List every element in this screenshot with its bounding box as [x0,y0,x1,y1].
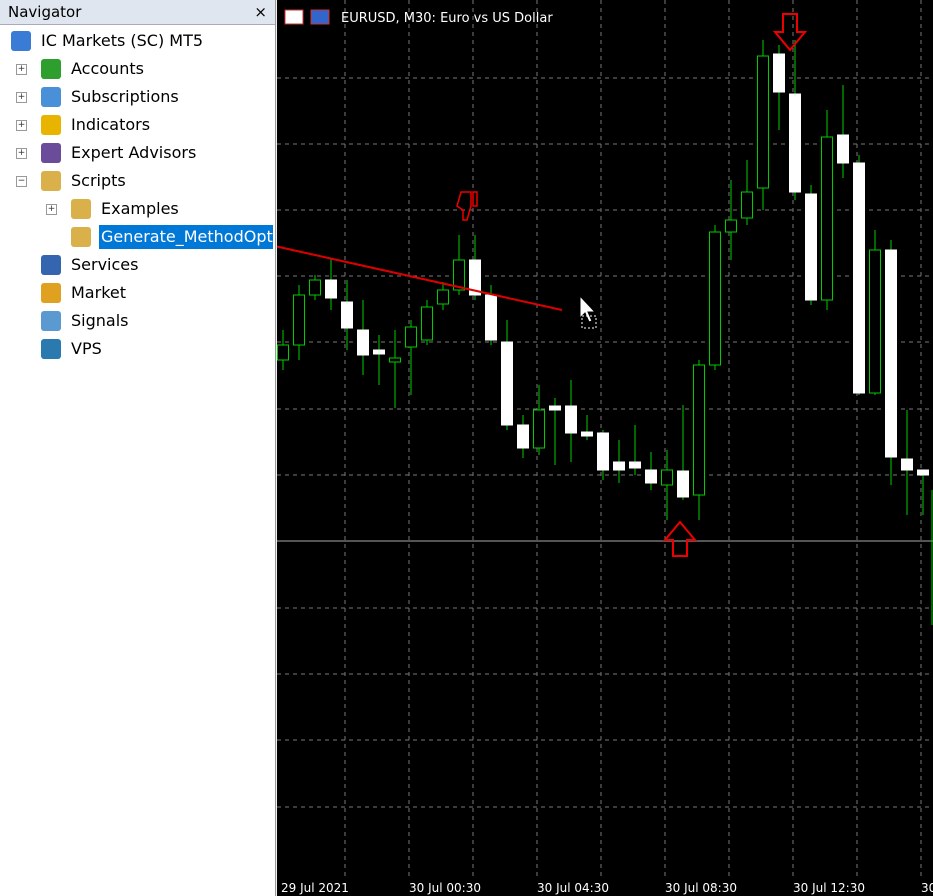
expander[interactable]: − [16,176,27,187]
candle-body [485,294,497,341]
candle-body [517,424,529,449]
candle-body [565,405,577,434]
time-label: 30 Jul 12:30 [793,881,865,895]
candle-body [389,357,401,363]
candle-body [613,461,625,471]
tree-icon [71,199,91,219]
expander[interactable]: + [16,92,27,103]
tree-icon [41,283,61,303]
tree-item[interactable]: Subscriptions [71,87,179,106]
candle-body [773,53,785,93]
tree-icon [41,59,61,79]
candle-body [357,329,369,356]
icon [310,9,330,25]
tree-item[interactable]: Expert Advisors [71,143,197,162]
candle-body [917,469,929,476]
tree-item[interactable]: Examples [101,199,179,218]
candle-body [629,461,641,469]
close-button[interactable]: × [254,3,267,21]
candle-body [325,279,337,299]
candle-body [821,136,833,301]
tree-item[interactable]: Generate_MethodOpt [99,225,273,249]
expander[interactable]: + [16,64,27,75]
tree-item[interactable]: IC Markets (SC) MT5 [41,31,204,50]
tree-icon [41,255,61,275]
icon [284,9,304,25]
time-label: 29 Jul 2021 [281,881,349,895]
sell-arrow [772,13,808,52]
buy-arrow [662,520,698,557]
time-axis-bg [277,878,933,896]
candle-body [469,259,481,296]
candle-body [725,219,737,233]
candle-body [901,458,913,471]
cursor [579,294,597,323]
candle-body [437,289,449,305]
candle-body [405,326,417,348]
candle-body [341,301,353,329]
candle-body [421,306,433,341]
candle-body [309,279,321,296]
candle-body [661,469,673,486]
time-label: 30 Jul 08:30 [665,881,737,895]
candle-body [805,193,817,301]
candle-body [885,249,897,458]
tree-item[interactable]: Indicators [71,115,151,134]
cursor-box [581,315,597,329]
candle-body [453,259,465,291]
chart-title: EURUSD, M30: Euro vs US Dollar [341,11,553,26]
tree-item[interactable]: Services [71,255,139,274]
candle-body [293,294,305,346]
candle-body [645,469,657,484]
expander[interactable]: + [16,148,27,159]
candle-body [677,470,689,498]
candle-body [549,405,561,411]
tree-icon [41,143,61,163]
time-axis: 29 Jul 2021 30 Jul 00:30 30 Jul 04:30 30 Ju… [281,881,933,895]
candle-body [501,341,513,426]
tree-icon [71,227,91,247]
candle-body [597,432,609,471]
time-label: 30 Jul 00:30 [409,881,481,895]
tree-item[interactable]: Accounts [71,59,144,78]
candle-body [789,93,801,193]
candle-body [581,431,593,437]
tree-item[interactable]: Market [71,283,126,302]
candle-body [693,364,705,496]
candle-body [853,162,865,394]
tree-item[interactable]: Scripts [71,171,126,190]
thumb-down [456,191,478,221]
expander[interactable]: + [16,120,27,131]
tree-item[interactable]: Signals [71,311,129,330]
navigator-title: Navigator [8,3,82,21]
tree-icon [41,339,61,359]
expander[interactable]: + [46,204,57,215]
tree-icon [41,311,61,331]
candle-body [741,191,753,219]
time-label: 30 Jul [921,881,933,895]
candle-body [277,344,289,361]
tree-icon [11,31,31,51]
chart: EURUSD, M30: Euro vs US Dollar 29 Jul 20… [277,0,933,896]
candle-body [869,249,881,394]
tree-icon [41,115,61,135]
candle-body [757,55,769,189]
navigator-header: Navigator × [0,0,275,25]
candle-body [373,349,385,355]
candles [277,40,933,625]
candle-body [709,231,721,366]
time-label: 30 Jul 04:30 [537,881,609,895]
tree-icon [41,171,61,191]
candle-body [533,409,545,449]
tree-icon [41,87,61,107]
drag-line [277,245,563,311]
tree-item[interactable]: VPS [71,339,102,358]
navigator: Navigator × IC Markets (SC) MT5 + Accounts +… [0,0,276,896]
candle-body [837,134,849,164]
